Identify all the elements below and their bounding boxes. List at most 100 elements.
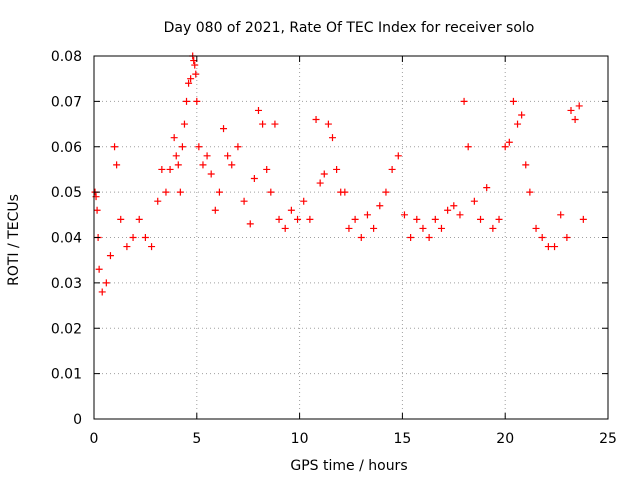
data-point xyxy=(259,120,267,128)
data-point xyxy=(431,215,439,223)
data-point xyxy=(102,279,110,287)
data-point xyxy=(544,243,552,251)
data-point xyxy=(341,188,349,196)
data-point xyxy=(376,202,384,210)
y-tick-label: 0.04 xyxy=(51,231,82,247)
data-point xyxy=(333,165,341,173)
data-point xyxy=(370,224,378,232)
data-point xyxy=(211,206,219,214)
data-point xyxy=(579,215,587,223)
data-point xyxy=(113,161,121,169)
x-tick-label: 15 xyxy=(393,431,411,447)
data-point xyxy=(246,220,254,228)
x-axis-title: GPS time / hours xyxy=(290,458,407,474)
data-point xyxy=(207,170,215,178)
data-point xyxy=(518,111,526,119)
data-point xyxy=(563,234,571,241)
data-point xyxy=(148,243,156,251)
data-point xyxy=(281,224,289,232)
data-point xyxy=(495,215,503,223)
data-point xyxy=(170,134,178,142)
data-point xyxy=(106,252,114,260)
data-point xyxy=(382,188,390,196)
y-tick-label: 0.06 xyxy=(51,140,82,156)
data-point xyxy=(557,211,565,219)
data-point xyxy=(185,79,193,87)
data-point xyxy=(522,161,530,169)
data-point xyxy=(135,215,143,223)
x-tick-label: 20 xyxy=(496,431,514,447)
data-point xyxy=(328,134,336,142)
data-point xyxy=(187,75,195,83)
data-point xyxy=(551,243,559,251)
data-point xyxy=(357,234,365,241)
y-axis-title: ROTI / TECUs xyxy=(6,194,22,286)
data-point xyxy=(477,215,485,223)
data-point xyxy=(306,215,314,223)
data-points xyxy=(91,52,587,296)
data-point xyxy=(312,116,320,124)
data-point xyxy=(190,57,198,65)
y-tick-label: 0.05 xyxy=(51,185,82,201)
data-point xyxy=(240,197,248,205)
data-point xyxy=(172,152,180,160)
data-point xyxy=(271,120,279,128)
data-point xyxy=(294,215,302,223)
y-tick-label: 0.08 xyxy=(51,49,82,65)
data-point xyxy=(250,175,258,183)
data-point xyxy=(117,215,125,223)
data-point xyxy=(174,161,182,169)
data-point xyxy=(501,143,509,151)
data-point xyxy=(407,234,415,241)
data-point xyxy=(363,211,371,219)
data-point xyxy=(300,197,308,205)
data-point xyxy=(191,61,199,69)
y-tick-label: 0.01 xyxy=(51,367,82,383)
y-tick-label: 0.02 xyxy=(51,321,82,337)
y-tick-label: 0.07 xyxy=(51,94,82,110)
data-point xyxy=(183,97,191,105)
data-point xyxy=(456,211,464,219)
data-point xyxy=(215,188,223,196)
data-point xyxy=(437,224,445,232)
data-point xyxy=(324,120,332,128)
data-point xyxy=(351,215,359,223)
data-point xyxy=(532,224,540,232)
data-point xyxy=(470,197,478,205)
data-point xyxy=(320,170,328,178)
data-point xyxy=(234,143,242,151)
x-tick-label: 5 xyxy=(192,431,201,447)
y-tick-label: 0.03 xyxy=(51,276,82,292)
data-point xyxy=(203,152,211,160)
data-point xyxy=(509,97,517,105)
x-tick-label: 10 xyxy=(291,431,309,447)
data-point xyxy=(98,288,106,296)
data-point xyxy=(193,97,201,105)
data-point xyxy=(483,184,491,192)
data-point xyxy=(95,265,103,273)
data-point xyxy=(158,165,166,173)
data-point xyxy=(345,224,353,232)
data-point xyxy=(464,143,472,151)
data-point xyxy=(400,211,408,219)
data-point xyxy=(460,97,468,105)
data-point xyxy=(263,165,271,173)
data-point xyxy=(93,206,101,214)
data-point xyxy=(425,234,433,241)
data-point xyxy=(111,143,119,151)
data-point xyxy=(176,188,184,196)
chart-title: Day 080 of 2021, Rate Of TEC Index for r… xyxy=(164,20,535,36)
data-point xyxy=(388,165,396,173)
data-point xyxy=(444,206,452,214)
data-point xyxy=(394,152,402,160)
gridlines xyxy=(94,56,608,419)
data-point xyxy=(254,106,262,114)
data-point xyxy=(538,234,546,241)
x-tick-label: 0 xyxy=(90,431,99,447)
data-point xyxy=(199,161,207,169)
data-point xyxy=(571,116,579,124)
data-point xyxy=(192,70,200,78)
y-tick-label: 0 xyxy=(73,412,82,428)
data-point xyxy=(419,224,427,232)
